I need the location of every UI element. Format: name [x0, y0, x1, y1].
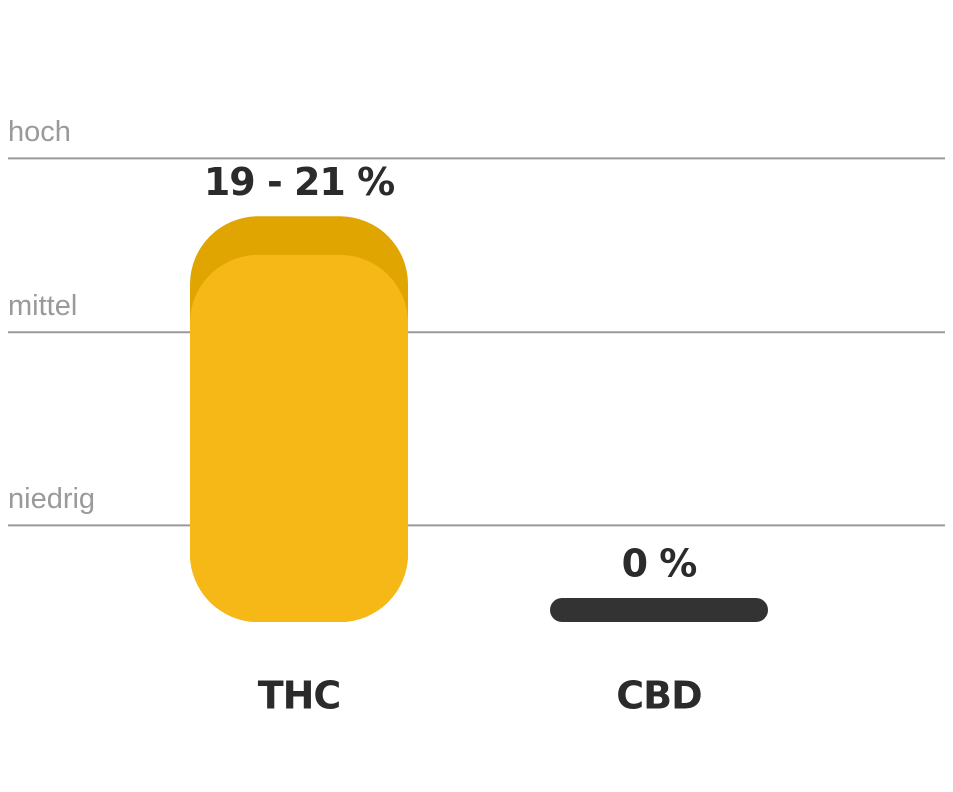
bar	[550, 598, 768, 622]
y-tick-label: mittel	[8, 290, 77, 322]
y-tick-label: hoch	[8, 116, 71, 148]
x-tick-label: CBD	[616, 674, 701, 718]
x-tick-label: THC	[258, 674, 341, 718]
value-label: 19 - 21 %	[204, 160, 394, 204]
bar	[190, 254, 408, 623]
value-label: 0 %	[622, 542, 697, 586]
y-tick-label: niedrig	[8, 483, 95, 515]
